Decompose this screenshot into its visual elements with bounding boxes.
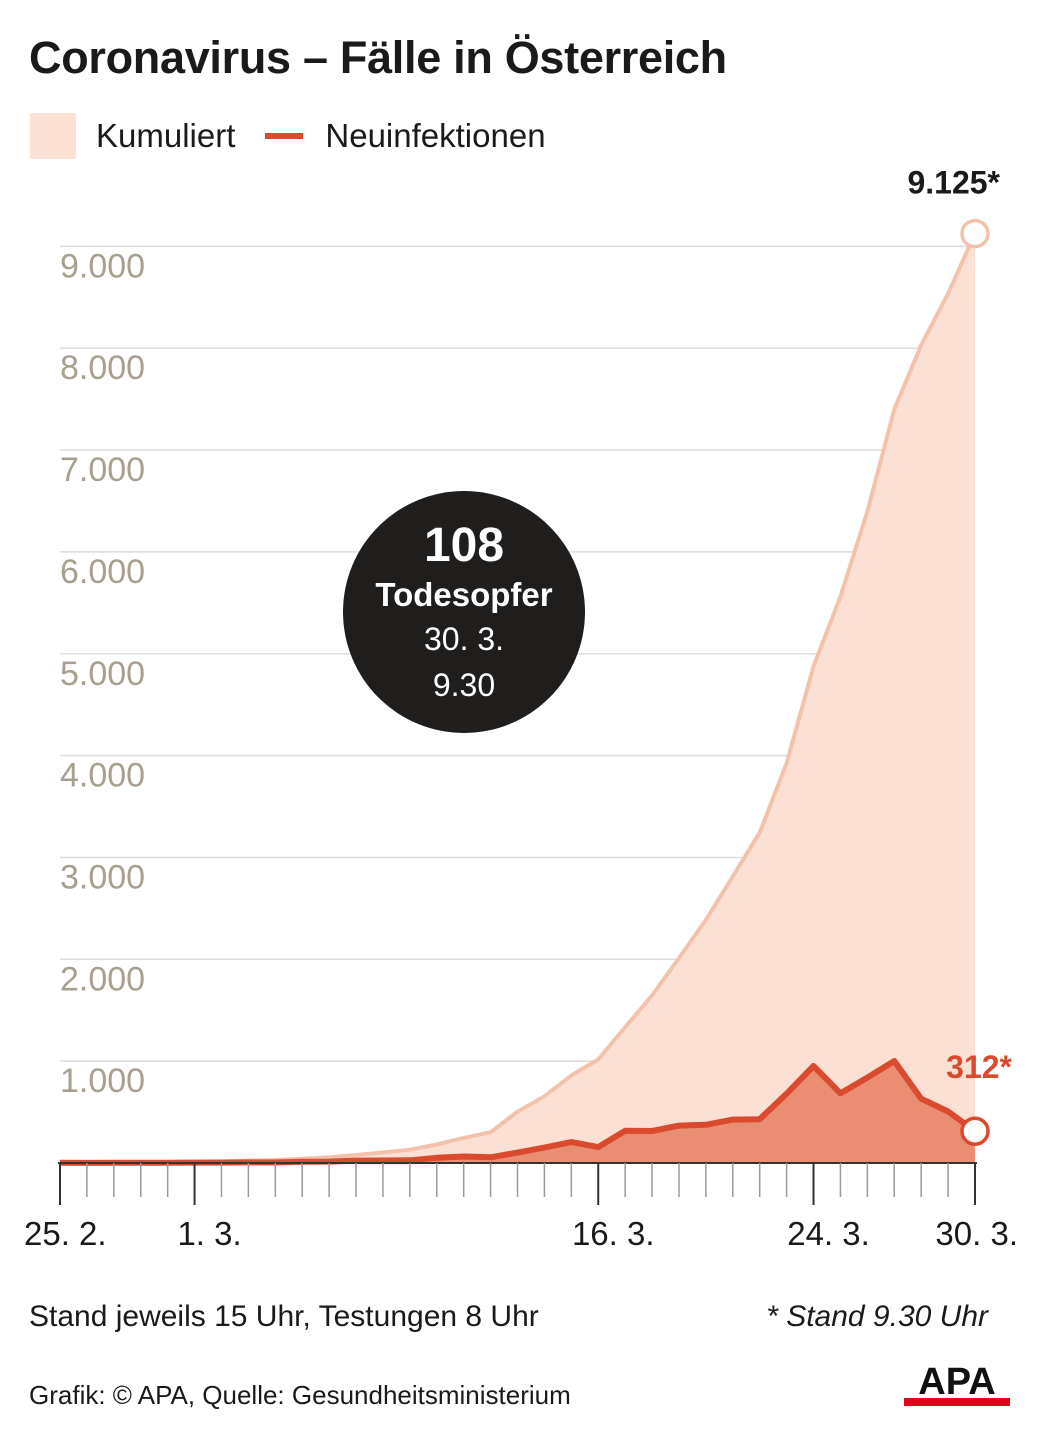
x-tick-label: 24. 3. (787, 1215, 870, 1252)
apa-logo-bar (904, 1398, 1010, 1406)
x-tick-label: 25. 2. (24, 1215, 107, 1252)
legend-label-new-infections: Neuinfektionen (325, 117, 546, 154)
y-tick-label: 1.000 (60, 1062, 145, 1100)
y-tick-label: 8.000 (60, 349, 145, 387)
new-infections-area (60, 1061, 975, 1163)
death-time: 9.30 (433, 667, 495, 703)
y-tick-label: 5.000 (60, 655, 145, 693)
chart-canvas: 1.000 2.000 3.000 4.000 5.000 6.000 7.000 8.000… (24, 165, 1018, 1252)
source-credit: Grafik: © APA, Quelle: Gesundheitsminist… (29, 1380, 571, 1410)
footer-note: Stand jeweils 15 Uhr, Testungen 8 Uhr (29, 1300, 539, 1333)
legend-label-cumulative: Kumuliert (96, 117, 236, 154)
legend: Kumuliert Neuinfektionen (30, 112, 546, 160)
y-tick-label: 7.000 (60, 451, 145, 489)
label-layer: 9.125* 312* (907, 165, 1012, 1086)
y-tick-label: 3.000 (60, 858, 145, 896)
y-tick-label: 6.000 (60, 553, 145, 591)
new-infections-end-label: 312* (946, 1049, 1012, 1085)
footer-star-note: * Stand 9.30 Uhr (766, 1300, 988, 1333)
grid-layer: 1.000 2.000 3.000 4.000 5.000 6.000 7.000 8.000… (60, 245, 975, 1100)
cumulative-end-marker (960, 218, 990, 249)
death-badge-circle (343, 491, 585, 733)
x-tick-label: 16. 3. (572, 1215, 655, 1252)
cumulative-area (60, 233, 975, 1164)
legend-swatch-cumulative (30, 113, 76, 159)
cumulative-end-label: 9.125* (907, 165, 1000, 201)
y-tick-label: 4.000 (60, 757, 145, 795)
death-badge: 108 Todesopfer 30. 3. 9.30 (343, 491, 585, 733)
legend-swatch-new-infections (265, 133, 304, 139)
y-tick-label: 9.000 (60, 247, 145, 285)
x-tick-label: 30. 3. (935, 1215, 1018, 1252)
apa-logo: APA (904, 1361, 1010, 1406)
x-tick-label: 1. 3. (177, 1215, 241, 1252)
death-count: 108 (424, 519, 504, 572)
x-axis: 25. 2. 1. 3. 16. 3. 24. 3. 30. 3. (24, 1162, 1018, 1252)
death-label: Todesopfer (375, 576, 552, 613)
y-tick-label: 2.000 (60, 960, 145, 998)
death-date: 30. 3. (424, 621, 504, 657)
chart-title: Coronavirus – Fälle in Österreich (29, 32, 727, 83)
new-infections-end-marker (960, 1116, 990, 1146)
apa-logo-text: APA (918, 1361, 995, 1403)
